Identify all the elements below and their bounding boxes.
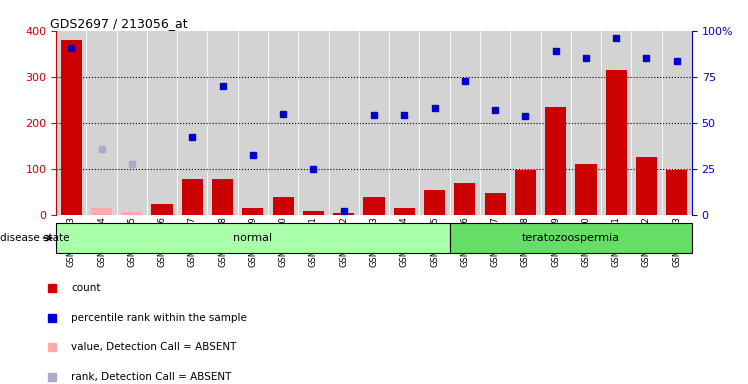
- Bar: [666, 170, 687, 215]
- Text: value, Detection Call = ABSENT: value, Detection Call = ABSENT: [71, 342, 236, 352]
- Bar: [182, 179, 203, 215]
- Text: teratozoospermia: teratozoospermia: [522, 233, 620, 243]
- Bar: [545, 107, 566, 215]
- Bar: [636, 157, 657, 215]
- Bar: [303, 211, 324, 215]
- Bar: [485, 193, 506, 215]
- Text: disease state: disease state: [0, 233, 70, 243]
- Bar: [151, 204, 173, 215]
- Bar: [121, 212, 142, 215]
- Bar: [606, 70, 627, 215]
- Bar: [450, 223, 692, 253]
- Bar: [61, 40, 82, 215]
- Bar: [575, 164, 596, 215]
- Bar: [272, 197, 294, 215]
- Text: rank, Detection Call = ABSENT: rank, Detection Call = ABSENT: [71, 372, 232, 382]
- Bar: [242, 208, 263, 215]
- Bar: [364, 197, 384, 215]
- Bar: [393, 208, 415, 215]
- Bar: [56, 223, 450, 253]
- Text: percentile rank within the sample: percentile rank within the sample: [71, 313, 247, 323]
- Bar: [91, 208, 112, 215]
- Bar: [454, 183, 476, 215]
- Text: normal: normal: [233, 233, 272, 243]
- Bar: [424, 190, 445, 215]
- Bar: [515, 170, 536, 215]
- Text: count: count: [71, 283, 101, 293]
- Text: GDS2697 / 213056_at: GDS2697 / 213056_at: [49, 17, 187, 30]
- Bar: [212, 179, 233, 215]
- Bar: [333, 213, 355, 215]
